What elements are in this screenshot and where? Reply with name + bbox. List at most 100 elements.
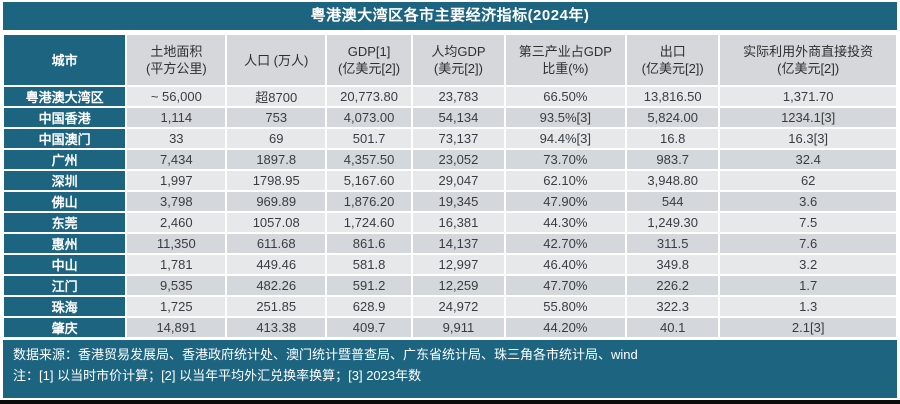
window-edge <box>0 400 900 404</box>
table-cell: 55.80% <box>505 297 626 316</box>
table-cell: 24,972 <box>413 297 504 316</box>
table-cell: 9,911 <box>413 318 504 337</box>
column-header-line1: 实际利用外商直接投资 <box>743 44 874 59</box>
column-header: 人口 (万人) <box>227 35 325 85</box>
table-cell: 33 <box>127 129 226 148</box>
column-header-line2: 比重(%) <box>542 61 589 76</box>
table-cell: 73.70% <box>505 150 626 169</box>
table-cell: 47.70% <box>505 276 626 295</box>
table-cell: 超8700 <box>227 87 325 106</box>
table-cell: 1,249.30 <box>627 213 719 232</box>
table-cell: 44.20% <box>505 318 626 337</box>
column-header-line1: GDP[1] <box>347 44 391 59</box>
column-header-line1: 人均GDP <box>431 44 486 59</box>
table-cell: 19,345 <box>413 192 504 211</box>
table-cell: 1,725 <box>127 297 226 316</box>
column-header-line1: 人口 (万人) <box>244 52 309 68</box>
table-cell: 66.50% <box>505 87 626 106</box>
table-cell: 1,781 <box>127 255 226 274</box>
table-cell: 12,259 <box>413 276 504 295</box>
table-cell: 3.6 <box>720 192 896 211</box>
table-cell: 983.7 <box>627 150 719 169</box>
table-cell: 40.1 <box>627 318 719 337</box>
table-cell: 14,891 <box>127 318 226 337</box>
table-cell: 591.2 <box>326 276 412 295</box>
table-cell: 2.1[3] <box>720 318 896 337</box>
table-cell: 16,381 <box>413 213 504 232</box>
table-cell: 413.38 <box>227 318 325 337</box>
table-cell: 1,371.70 <box>720 87 896 106</box>
table-row: 中国澳门 33 69 501.7 73,137 94.4%[3] 16.8 16.3[3] <box>4 129 896 148</box>
column-header-line2: (平方公里) <box>145 61 207 76</box>
table-row: 广州 7,434 1897.8 4,357.50 23,052 73.70% 983.7 32… <box>4 150 896 169</box>
table-cell: 449.46 <box>227 255 325 274</box>
table-row: 中国香港 1,114 753 4,073.00 54,134 93.5%[3] 5,824.… <box>4 108 896 127</box>
column-header: 第三产业占GDP 比重(%) <box>505 35 626 85</box>
row-city-label: 肇庆 <box>4 318 126 337</box>
table-cell: 311.5 <box>627 234 719 253</box>
divider <box>0 398 900 400</box>
table-row: 粤港澳大湾区 ~ 56,000 超8700 20,773.80 23,783 66.50%… <box>4 87 896 106</box>
column-header-line1: 第三产业占GDP <box>518 44 612 59</box>
table-cell: 3,948.80 <box>627 171 719 190</box>
row-city-label: 惠州 <box>4 234 126 253</box>
table-cell: 7.5 <box>720 213 896 232</box>
table-cell: 251.85 <box>227 297 325 316</box>
column-header: 实际利用外商直接投资 (亿美元[2]) <box>720 35 896 85</box>
table-cell: 1,997 <box>127 171 226 190</box>
row-city-label: 中山 <box>4 255 126 274</box>
table-cell: 73,137 <box>413 129 504 148</box>
table-cell: 501.7 <box>326 129 412 148</box>
table-cell: 44.30% <box>505 213 626 232</box>
table-cell: 5,167.60 <box>326 171 412 190</box>
table-cell: 3.2 <box>720 255 896 274</box>
column-header-line2: (亿美元[2]) <box>777 61 840 76</box>
row-city-label: 东莞 <box>4 213 126 232</box>
table-cell: 9,535 <box>127 276 226 295</box>
table-footer: 数据来源：香港贸易发展局、香港政府统计处、澳门统计暨普查局、广东省统计局、珠三角… <box>3 340 897 398</box>
table-cell: 611.68 <box>227 234 325 253</box>
table-cell: 47.90% <box>505 192 626 211</box>
header-row: 城市 土地面积 (平方公里) 人口 (万人) GDP[1] (亿美元[2]) 人均GDP (美… <box>4 35 896 85</box>
table-cell: 1,876.20 <box>326 192 412 211</box>
column-header: 出口 (亿美元[2]) <box>627 35 719 85</box>
column-header: 人均GDP (美元[2]) <box>413 35 504 85</box>
table-cell: 16.3[3] <box>720 129 896 148</box>
column-header-line2: (美元[2]) <box>433 61 483 76</box>
table-cell: 20,773.80 <box>326 87 412 106</box>
table-row: 佛山 3,798 969.89 1,876.20 19,345 47.90% 544 3.6 <box>4 192 896 211</box>
table-cell: 12,997 <box>413 255 504 274</box>
row-city-label: 中国香港 <box>4 108 126 127</box>
table-cell: 628.9 <box>326 297 412 316</box>
table-cell: 1,724.60 <box>326 213 412 232</box>
row-city-label: 广州 <box>4 150 126 169</box>
column-header: 土地面积 (平方公里) <box>127 35 226 85</box>
row-city-label: 中国澳门 <box>4 129 126 148</box>
footnotes: 注：[1] 以当时市价计算；[2] 以当年平均外汇兑换率换算；[3] 2023年… <box>13 368 422 383</box>
table-cell: 1057.08 <box>227 213 325 232</box>
table-cell: 5,824.00 <box>627 108 719 127</box>
table-cell: 32.4 <box>720 150 896 169</box>
row-city-label: 江门 <box>4 276 126 295</box>
table-cell: 62 <box>720 171 896 190</box>
table-cell: 7.6 <box>720 234 896 253</box>
table-cell: 4,073.00 <box>326 108 412 127</box>
column-header-line1: 出口 <box>659 44 686 59</box>
column-header-line1: 城市 <box>51 52 78 68</box>
table-cell: ~ 56,000 <box>127 87 226 106</box>
table-body: 粤港澳大湾区 ~ 56,000 超8700 20,773.80 23,783 66.50%… <box>4 87 896 337</box>
table-row: 江门 9,535 482.26 591.2 12,259 47.70% 226.2 1.7 <box>4 276 896 295</box>
table-cell: 23,052 <box>413 150 504 169</box>
table-cell: 1,114 <box>127 108 226 127</box>
row-city-label: 粤港澳大湾区 <box>4 87 126 106</box>
column-header-city: 城市 <box>4 35 126 85</box>
table-cell: 69 <box>227 129 325 148</box>
table-cell: 23,783 <box>413 87 504 106</box>
table-row: 肇庆 14,891 413.38 409.7 9,911 44.20% 40.1 2.1[3] <box>4 318 896 337</box>
table-cell: 2,460 <box>127 213 226 232</box>
row-city-label: 深圳 <box>4 171 126 190</box>
table-cell: 42.70% <box>505 234 626 253</box>
table-cell: 349.8 <box>627 255 719 274</box>
table-cell: 46.40% <box>505 255 626 274</box>
